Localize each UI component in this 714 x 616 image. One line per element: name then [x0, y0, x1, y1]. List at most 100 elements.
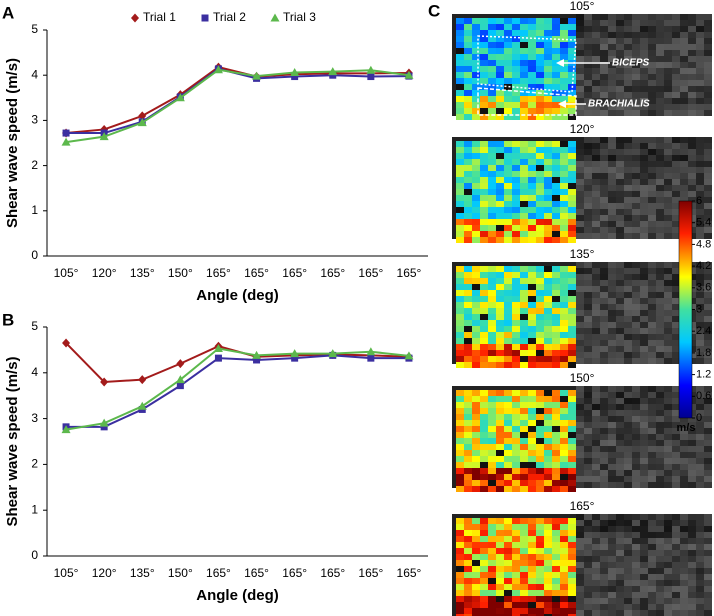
texture	[656, 233, 664, 239]
texture	[656, 161, 664, 167]
texture	[488, 396, 496, 402]
texture	[464, 578, 472, 584]
texture	[520, 344, 528, 350]
texture	[688, 446, 696, 452]
texture	[496, 60, 504, 66]
texture	[584, 476, 592, 482]
texture	[616, 562, 624, 568]
series-line	[65, 65, 409, 135]
texture	[464, 272, 472, 278]
texture	[504, 474, 512, 480]
texture	[480, 66, 488, 72]
texture	[488, 24, 496, 30]
texture	[560, 78, 568, 84]
texture	[544, 72, 552, 78]
texture	[480, 608, 488, 614]
texture	[608, 286, 616, 292]
texture	[568, 332, 576, 338]
texture	[496, 42, 504, 48]
texture	[608, 580, 616, 586]
texture	[608, 221, 616, 227]
texture	[504, 590, 512, 596]
texture	[664, 422, 672, 428]
arrowhead	[556, 59, 564, 67]
texture	[632, 434, 640, 440]
texture	[552, 344, 560, 350]
texture	[552, 560, 560, 566]
texture	[704, 167, 712, 173]
texture	[680, 92, 688, 98]
texture	[608, 14, 616, 20]
texture	[544, 524, 552, 530]
texture	[544, 66, 552, 72]
texture	[656, 179, 664, 185]
texture	[600, 440, 608, 446]
texture	[472, 548, 480, 554]
texture	[528, 326, 536, 332]
texture	[664, 32, 672, 38]
texture	[704, 514, 712, 520]
texture	[552, 462, 560, 468]
texture	[656, 185, 664, 191]
texture	[704, 104, 712, 110]
texture	[552, 362, 560, 368]
texture	[704, 292, 712, 298]
texture	[520, 402, 528, 408]
texture	[592, 209, 600, 215]
texture	[480, 42, 488, 48]
texture	[488, 572, 496, 578]
legend-label: Trial 3	[283, 10, 316, 24]
texture	[704, 215, 712, 221]
texture	[696, 80, 704, 86]
texture	[680, 538, 688, 544]
texture	[480, 444, 488, 450]
texture	[640, 32, 648, 38]
texture	[560, 344, 568, 350]
texture	[632, 386, 640, 392]
texture	[536, 390, 544, 396]
texture	[456, 60, 464, 66]
texture	[544, 608, 552, 614]
texture	[640, 346, 648, 352]
texture	[624, 298, 632, 304]
texture	[592, 26, 600, 32]
texture	[600, 292, 608, 298]
texture	[536, 159, 544, 165]
texture	[504, 530, 512, 536]
texture	[624, 398, 632, 404]
texture	[656, 386, 664, 392]
marker	[61, 137, 71, 146]
texture	[488, 332, 496, 338]
texture	[504, 578, 512, 584]
texture	[672, 143, 680, 149]
texture	[520, 141, 528, 147]
texture	[480, 614, 488, 616]
texture	[480, 30, 488, 36]
texture	[480, 468, 488, 474]
texture	[520, 171, 528, 177]
texture	[584, 143, 592, 149]
texture	[504, 177, 512, 183]
texture	[488, 362, 496, 368]
texture	[480, 474, 488, 480]
texture	[664, 38, 672, 44]
texture	[536, 456, 544, 462]
texture	[456, 560, 464, 566]
texture	[504, 332, 512, 338]
texture	[536, 231, 544, 237]
texture	[632, 464, 640, 470]
texture	[576, 110, 584, 116]
texture	[688, 532, 696, 538]
texture	[696, 520, 704, 526]
x-tick-label: 165°	[320, 266, 345, 280]
texture	[640, 428, 648, 434]
texture	[520, 450, 528, 456]
texture	[584, 203, 592, 209]
texture	[488, 225, 496, 231]
texture	[488, 102, 496, 108]
texture	[664, 191, 672, 197]
texture	[544, 578, 552, 584]
texture	[632, 209, 640, 215]
texture	[624, 562, 632, 568]
texture	[576, 137, 584, 143]
